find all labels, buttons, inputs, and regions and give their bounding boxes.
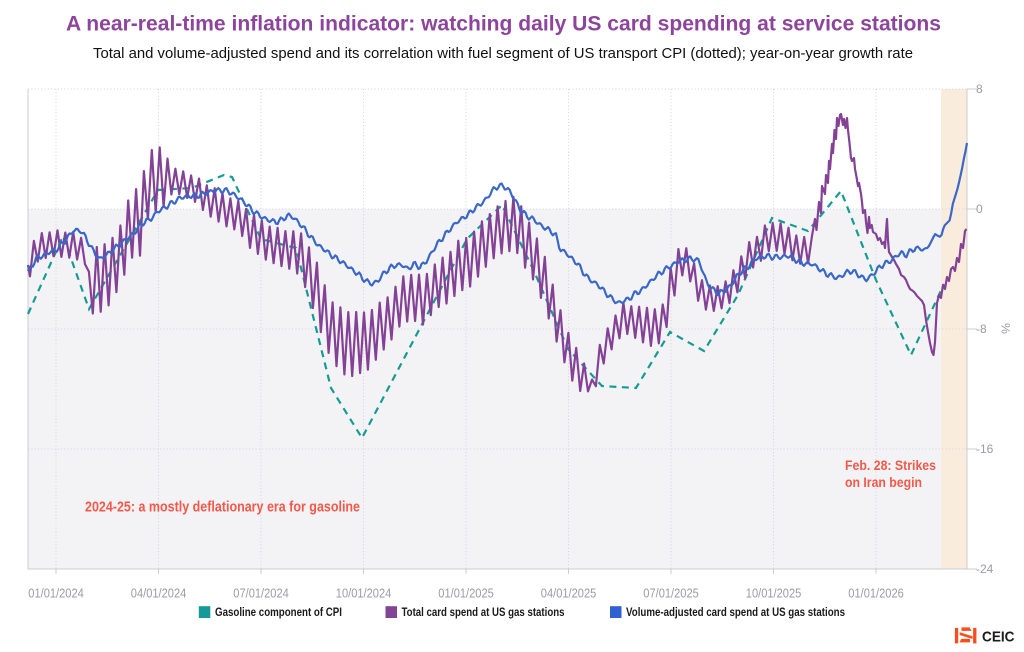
svg-text:10/01/2025: 10/01/2025 xyxy=(746,586,802,601)
svg-text:CEIC: CEIC xyxy=(982,629,1015,646)
svg-text:8: 8 xyxy=(976,82,983,96)
svg-text:01/01/2026: 01/01/2026 xyxy=(848,586,904,601)
svg-text:07/01/2024: 07/01/2024 xyxy=(233,586,288,601)
svg-text:2024-25: a mostly deflationary: 2024-25: a mostly deflationary era for g… xyxy=(85,500,360,516)
svg-text:0: 0 xyxy=(976,202,983,216)
svg-text:-24: -24 xyxy=(976,562,994,576)
svg-text:Gasoline component of CPI: Gasoline component of CPI xyxy=(215,605,342,619)
svg-text:04/01/2024: 04/01/2024 xyxy=(131,586,187,601)
svg-text:07/01/2025: 07/01/2025 xyxy=(643,586,699,601)
svg-text:10/01/2024: 10/01/2024 xyxy=(336,586,392,601)
svg-text:01/01/2025: 01/01/2025 xyxy=(438,586,494,601)
svg-text:-16: -16 xyxy=(976,442,994,456)
svg-text:Total and volume-adjusted spen: Total and volume-adjusted spend and its … xyxy=(93,46,913,62)
svg-text:%: % xyxy=(999,323,1013,334)
svg-text:on Iran begin: on Iran begin xyxy=(845,475,922,491)
svg-text:01/01/2024: 01/01/2024 xyxy=(28,586,84,601)
svg-text:-8: -8 xyxy=(976,322,987,336)
svg-text:04/01/2025: 04/01/2025 xyxy=(541,586,597,601)
svg-text:Total card spend at US gas sta: Total card spend at US gas stations xyxy=(402,605,565,619)
svg-text:A near-real-time inflation ind: A near-real-time inflation indicator: wa… xyxy=(66,13,941,36)
svg-text:Feb. 28: Strikes: Feb. 28: Strikes xyxy=(845,458,936,474)
svg-text:Volume-adjusted card spend at: Volume-adjusted card spend at US gas sta… xyxy=(626,605,845,619)
